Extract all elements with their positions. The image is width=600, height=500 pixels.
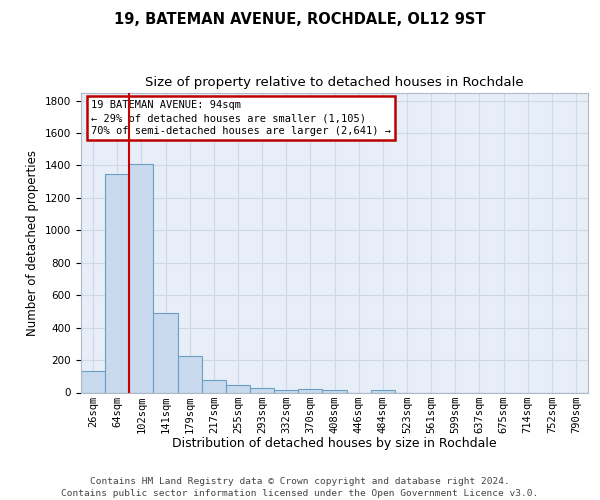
Title: Size of property relative to detached houses in Rochdale: Size of property relative to detached ho… (145, 76, 524, 88)
Bar (202, 380, 226, 392)
Text: Contains HM Land Registry data © Crown copyright and database right 2024.
Contai: Contains HM Land Registry data © Crown c… (61, 476, 539, 498)
Bar (105, 174, 129, 392)
Text: 19, BATEMAN AVENUE, ROCHDALE, OL12 9ST: 19, BATEMAN AVENUE, ROCHDALE, OL12 9ST (114, 12, 486, 28)
Bar (154, 313, 178, 392)
Bar (322, 390, 347, 392)
Bar (178, 356, 202, 393)
Bar (129, 164, 154, 392)
Y-axis label: Number of detached properties: Number of detached properties (26, 150, 40, 336)
Text: 19 BATEMAN AVENUE: 94sqm
← 29% of detached houses are smaller (1,105)
70% of sem: 19 BATEMAN AVENUE: 94sqm ← 29% of detach… (91, 100, 391, 136)
Bar (274, 390, 298, 392)
X-axis label: Distribution of detached houses by size in Rochdale: Distribution of detached houses by size … (172, 437, 497, 450)
Bar (298, 390, 322, 392)
Bar (226, 385, 250, 392)
Bar (81, 370, 105, 392)
Bar (250, 388, 274, 392)
Bar (371, 390, 395, 392)
